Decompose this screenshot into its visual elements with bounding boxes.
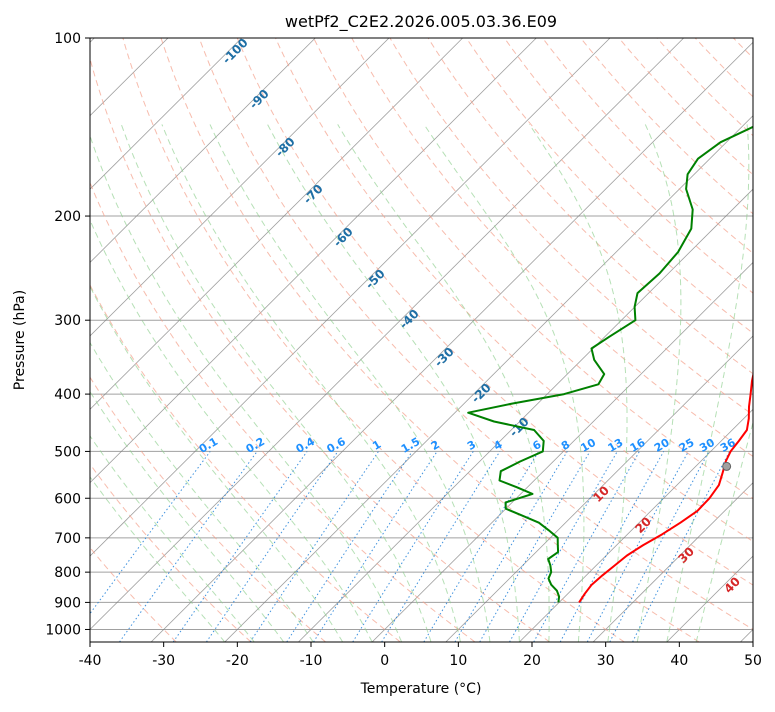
y-tick-label: 900 bbox=[54, 595, 81, 611]
x-tick-label: 30 bbox=[597, 653, 615, 669]
x-tick-label: 50 bbox=[744, 653, 762, 669]
x-tick-label: 40 bbox=[670, 653, 688, 669]
lcl-marker bbox=[723, 462, 731, 470]
y-axis-label: Pressure (hPa) bbox=[12, 290, 28, 390]
y-tick-label: 400 bbox=[54, 387, 81, 403]
x-tick-label: 10 bbox=[449, 653, 467, 669]
x-tick-label: 0 bbox=[380, 653, 389, 669]
y-tick-label: 800 bbox=[54, 565, 81, 581]
x-tick-label: -20 bbox=[226, 653, 249, 669]
x-tick-label: -10 bbox=[300, 653, 323, 669]
y-tick-label: 1000 bbox=[45, 622, 81, 638]
y-tick-label: 700 bbox=[54, 531, 81, 547]
x-tick-label: 20 bbox=[523, 653, 541, 669]
y-tick-label: 100 bbox=[54, 31, 81, 47]
y-tick-label: 200 bbox=[54, 209, 81, 225]
x-tick-label: -40 bbox=[79, 653, 102, 669]
x-axis-label: Temperature (°C) bbox=[360, 681, 482, 697]
chart-title: wetPf2_C2E2.2026.005.03.36.E09 bbox=[285, 12, 557, 32]
y-tick-label: 500 bbox=[54, 444, 81, 460]
y-tick-label: 600 bbox=[54, 491, 81, 507]
y-tick-label: 300 bbox=[54, 313, 81, 329]
x-tick-label: -30 bbox=[152, 653, 175, 669]
